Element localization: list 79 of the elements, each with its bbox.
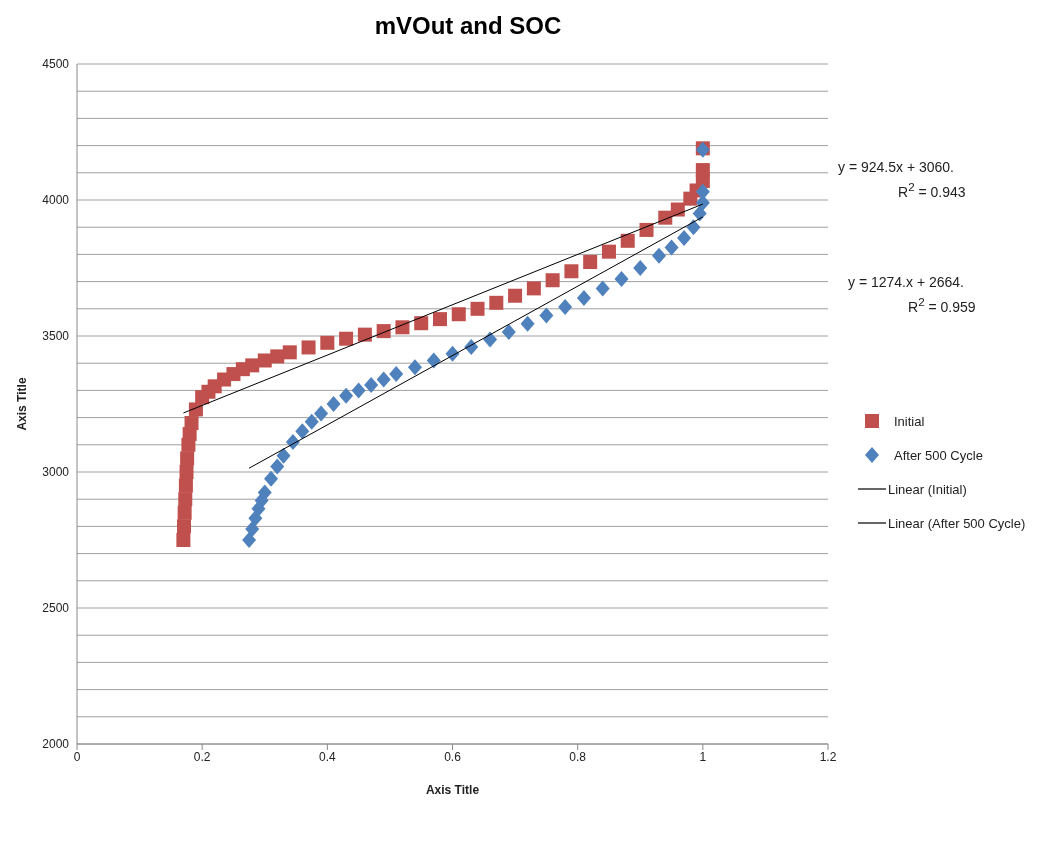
point [177, 505, 192, 520]
point [245, 521, 260, 538]
point [178, 492, 193, 507]
point [489, 295, 504, 310]
point [407, 359, 422, 376]
point [376, 371, 391, 388]
point [180, 451, 195, 466]
x-tick-label: 1.2 [819, 749, 837, 764]
point [695, 163, 710, 178]
text: R$^{2}$ = 0.959 [908, 294, 977, 316]
point [178, 478, 193, 493]
point [357, 327, 372, 342]
legend-label: Linear (Initial) [888, 481, 967, 497]
legend-label: After 500 Cycle [894, 447, 983, 463]
y-tick-label: 2000 [42, 737, 70, 752]
point [176, 533, 191, 547]
point [664, 239, 679, 256]
y-tick-label: 3000 [42, 465, 70, 480]
point [470, 301, 485, 316]
x-tick-label: 1 [699, 749, 707, 764]
point [242, 532, 257, 548]
chart-title: mVOut and SOC [373, 12, 563, 40]
point [677, 230, 692, 247]
y-tick-label: 3500 [42, 329, 70, 344]
point [539, 307, 554, 324]
point [282, 345, 297, 360]
y-axis-title: Axis Title [15, 377, 30, 431]
point [614, 270, 629, 287]
legend-label: Linear (After 500 Cycle) [888, 515, 1026, 531]
point [426, 352, 441, 369]
point [257, 484, 272, 501]
point [314, 405, 329, 422]
y-tick-label: 4500 [42, 57, 70, 72]
point [270, 458, 285, 475]
text: y = 924.5x + 3060. [838, 158, 955, 176]
point [558, 298, 573, 315]
point [304, 413, 319, 430]
point [339, 331, 354, 346]
point [545, 273, 560, 288]
point [652, 247, 667, 264]
point [301, 340, 316, 355]
x-tick-label: 0.2 [193, 749, 211, 764]
text: y = 1274.x + 2664. [848, 273, 965, 291]
point [564, 264, 579, 279]
y-tick-label: 4000 [42, 193, 70, 208]
point [520, 315, 535, 332]
point [364, 376, 379, 393]
point [320, 335, 335, 350]
point [177, 519, 192, 534]
text: R$^{2}$ = 0.943 [898, 179, 967, 201]
point [451, 307, 466, 322]
y-tick-label: 2500 [42, 601, 70, 616]
x-axis-title: Axis Title [425, 783, 480, 797]
point [483, 331, 498, 348]
point [395, 320, 410, 335]
point [620, 233, 635, 248]
legend-label: Initial [894, 413, 925, 429]
point [633, 260, 648, 276]
point [351, 382, 366, 399]
point [695, 183, 710, 200]
x-tick-label: 0.4 [318, 749, 336, 764]
point [264, 470, 279, 487]
point [576, 289, 591, 306]
point [526, 281, 541, 296]
point [276, 447, 291, 464]
point [326, 396, 341, 412]
point [432, 312, 447, 327]
point [595, 280, 610, 297]
point [389, 366, 404, 383]
x-tick-label: 0.8 [569, 749, 587, 764]
point [501, 323, 516, 340]
point [508, 288, 523, 303]
point [601, 244, 616, 259]
x-tick-label: 0 [73, 749, 81, 764]
point [295, 423, 310, 440]
point [583, 255, 598, 270]
point [339, 387, 354, 404]
x-tick-label: 0.6 [444, 749, 462, 764]
point [414, 316, 429, 331]
